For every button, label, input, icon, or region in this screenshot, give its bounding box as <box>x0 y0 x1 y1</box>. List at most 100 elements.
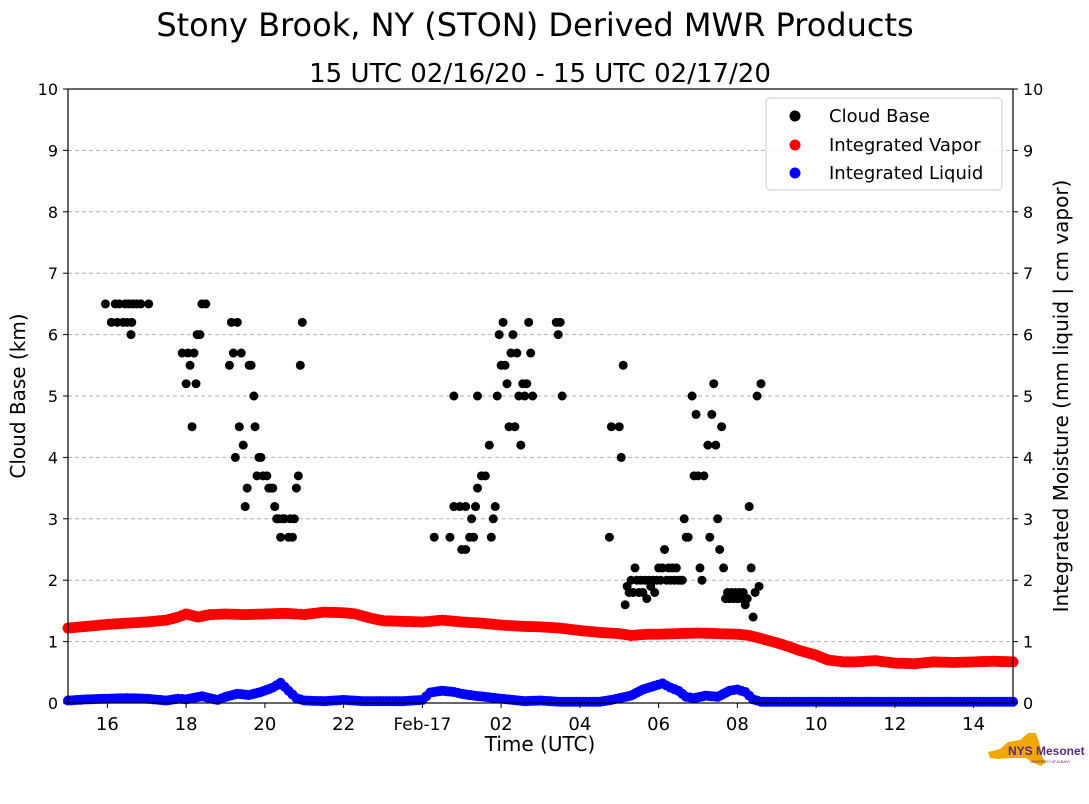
x-tick-label: Feb-17 <box>393 715 451 735</box>
cloud-base-point <box>480 471 490 481</box>
y-tick-label: 10 <box>38 80 58 99</box>
x-tick-label: 04 <box>568 714 591 735</box>
cloud-base-point <box>660 545 670 554</box>
cloud-base-point <box>461 502 471 512</box>
x-axis-label: Time (UTC) <box>484 732 596 756</box>
x-tick-label: 12 <box>883 714 906 735</box>
cloud-base-point <box>756 379 766 389</box>
grid-lines <box>68 149 1013 643</box>
y-tick-label: 0 <box>48 694 58 713</box>
cloud-base-point <box>144 299 154 309</box>
axis-ticks <box>63 88 1018 708</box>
cloud-base-point <box>746 563 756 573</box>
cloud-base-point <box>126 330 136 340</box>
cloud-base-point <box>502 379 512 389</box>
cloud-base-point <box>679 514 689 524</box>
x-tick-label: 06 <box>647 714 670 735</box>
cloud-base-point <box>715 545 725 554</box>
new-york-state-shape-icon <box>988 733 1046 766</box>
cloud-base-point <box>289 514 299 524</box>
y-tick-label: 2 <box>48 571 58 590</box>
cloud-base-point <box>557 391 567 401</box>
cloud-base-point <box>705 532 715 542</box>
cloud-base-point <box>276 532 286 542</box>
cloud-base-point <box>528 391 538 401</box>
cloud-base-point <box>520 391 530 401</box>
cloud-base-point <box>516 440 526 450</box>
y2-tick-label: 10 <box>1023 80 1043 99</box>
x-tick-label: 22 <box>332 714 355 735</box>
cloud-base-point <box>510 422 520 432</box>
y-tick-label: 8 <box>48 203 58 222</box>
cloud-base-point <box>232 317 242 327</box>
cloud-base-point <box>228 348 238 358</box>
x-tick-label: 14 <box>962 714 985 735</box>
cloud-base-point <box>201 299 211 309</box>
chart-title: Stony Brook, NY (STON) Derived MWR Produ… <box>156 6 913 44</box>
y-tick-labels: 0 1 2 3 4 5 6 7 8 9 10 <box>38 80 58 713</box>
cloud-base-point <box>246 360 256 370</box>
cloud-base-point <box>429 532 439 542</box>
y-tick-label: 3 <box>48 510 58 529</box>
nys-mesonet-logo: NYS Mesonet UNIVERSITY AT ALBANY <box>988 733 1085 766</box>
cloud-base-point <box>742 594 752 604</box>
cloud-base-point <box>467 514 477 524</box>
cloud-base-point <box>127 317 137 327</box>
cloud-base-point <box>291 483 301 493</box>
y2-axis-label: Integrated Moisture (mm liquid | cm vapo… <box>1049 180 1073 613</box>
x-tick-label: 18 <box>175 714 198 735</box>
cloud-base-point <box>230 452 240 462</box>
cloud-base-point <box>471 502 481 512</box>
y2-tick-label: 6 <box>1023 326 1033 345</box>
cloud-base-point <box>268 483 278 493</box>
x-tick-label: 02 <box>490 714 513 735</box>
legend-label-cloud-base: Cloud Base <box>829 106 930 127</box>
cloud-base-point <box>297 317 307 327</box>
cloud-base-point <box>234 422 244 432</box>
cloud-base-point <box>616 452 626 462</box>
cloud-base-point <box>100 299 110 309</box>
cloud-base-point <box>187 422 197 432</box>
cloud-base-point <box>691 409 701 419</box>
y2-tick-label: 8 <box>1023 203 1033 222</box>
cloud-base-point <box>224 360 234 370</box>
y-tick-label: 7 <box>48 264 58 283</box>
cloud-base-point <box>703 440 713 450</box>
cloud-base-point <box>697 575 707 585</box>
legend-marker-integrated-vapor <box>789 139 801 151</box>
x-tick-label: 16 <box>96 714 119 735</box>
cloud-base-point <box>650 587 660 597</box>
cloud-base-point <box>498 317 508 327</box>
cloud-base-point <box>236 348 246 358</box>
y-tick-label: 6 <box>48 326 58 345</box>
cloud-base-point <box>620 600 630 610</box>
y-tick-label: 4 <box>48 448 58 467</box>
legend-box <box>765 97 1003 191</box>
cloud-base-point <box>469 532 479 542</box>
cloud-base-point <box>699 471 709 481</box>
cloud-base-series <box>100 299 766 622</box>
y2-tick-label: 2 <box>1023 571 1033 590</box>
cloud-base-point <box>492 391 502 401</box>
cloud-base-point <box>683 532 693 542</box>
cloud-base-point <box>671 563 681 573</box>
cloud-base-point <box>484 440 494 450</box>
cloud-base-point <box>445 532 455 542</box>
cloud-base-point <box>262 471 272 481</box>
y-tick-label: 9 <box>48 141 58 160</box>
cloud-base-point <box>195 330 205 340</box>
cloud-base-point <box>473 483 482 493</box>
legend-marker-cloud-base <box>789 110 801 122</box>
chart-subtitle: 15 UTC 02/16/20 - 15 UTC 02/17/20 <box>309 59 771 89</box>
cloud-base-point <box>287 532 297 542</box>
cloud-base-point <box>242 483 252 493</box>
cloud-base-point <box>238 440 248 450</box>
cloud-base-point <box>526 348 536 358</box>
logo-text: NYS Mesonet <box>1008 744 1085 758</box>
cloud-base-point <box>606 422 616 432</box>
cloud-base-point <box>181 379 191 389</box>
cloud-base-point <box>250 422 260 432</box>
legend: Cloud Base Integrated Vapor Integrated L… <box>765 97 1003 191</box>
logo-subtext: UNIVERSITY AT ALBANY <box>1030 760 1071 764</box>
